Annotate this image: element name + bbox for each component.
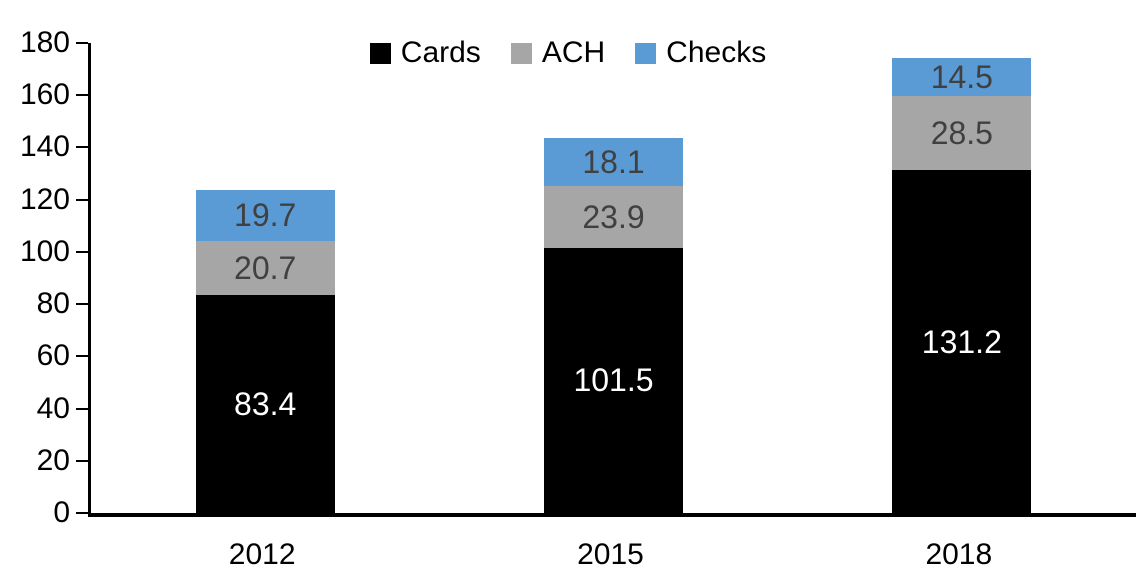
legend-label: Cards [400, 36, 481, 69]
legend-item-cards: Cards [369, 36, 481, 70]
y-axis-tick [76, 250, 88, 253]
bar-segment-cards-2015: 101.5 [544, 247, 683, 513]
bar-segment-checks-2012: 19.7 [195, 189, 335, 242]
y-axis-tick [76, 459, 88, 462]
legend-item-checks: Checks [635, 36, 766, 70]
y-axis-tick [76, 512, 88, 514]
bar-segment-ach-2012: 20.7 [195, 241, 335, 296]
data-label-ach-2018: 28.5 [930, 115, 993, 152]
x-axis-label-2018: 2018 [925, 538, 993, 571]
y-axis-tick [76, 42, 88, 44]
y-axis-tick-label: 160 [19, 78, 70, 112]
legend-label: Checks [666, 36, 767, 69]
y-axis-tick-label: 60 [36, 339, 70, 373]
x-axis-label-2012: 2012 [228, 538, 296, 571]
legend-swatch-icon [635, 42, 657, 64]
legend-swatch-icon [510, 42, 532, 64]
data-label-checks-2018: 14.5 [930, 59, 993, 96]
bar-2018: 131.2 28.5 14.5 [892, 58, 1032, 513]
data-label-checks-2012: 19.7 [234, 197, 297, 234]
y-axis-tick-label: 100 [19, 234, 70, 268]
bar-segment-cards-2012: 83.4 [195, 295, 335, 513]
data-label-cards-2012: 83.4 [234, 386, 297, 423]
x-axis-label-2015: 2015 [577, 538, 644, 571]
data-label-cards-2015: 101.5 [573, 362, 654, 399]
bar-segment-ach-2018: 28.5 [892, 96, 1032, 171]
chart-legend: Cards ACH Checks [0, 36, 1136, 70]
y-axis-tick [76, 407, 88, 410]
y-axis-tick-label: 180 [19, 26, 70, 59]
y-axis-tick [76, 355, 88, 358]
legend-label: ACH [541, 36, 606, 69]
data-label-ach-2012: 20.7 [234, 250, 297, 287]
y-axis-tick [76, 198, 88, 201]
y-axis-tick [76, 146, 88, 149]
bar-2012: 83.4 20.7 19.7 [195, 189, 335, 513]
bar-segment-checks-2015: 18.1 [544, 138, 683, 186]
legend-item-ach: ACH [510, 36, 606, 70]
bar-segment-cards-2018: 131.2 [892, 170, 1032, 513]
bar-2015: 101.5 23.9 18.1 [544, 138, 683, 513]
y-axis-tick-label: 0 [53, 496, 70, 529]
legend-swatch-icon [369, 42, 391, 64]
y-axis-tick-label: 80 [36, 287, 70, 321]
y-axis-tick-label: 40 [36, 391, 70, 425]
data-label-cards-2018: 131.2 [921, 323, 1002, 360]
y-axis-tick [76, 94, 88, 97]
x-axis: 2012 2015 2018 [0, 538, 1136, 578]
y-axis-tick [76, 303, 88, 306]
y-axis-tick-label: 120 [19, 182, 70, 216]
y-axis-tick-label: 140 [19, 130, 70, 164]
data-label-ach-2015: 23.9 [582, 198, 645, 235]
plot-area: 83.4 20.7 19.7 101.5 23.9 18.1 131.2 28.5 14.5 [76, 42, 1136, 517]
bar-segment-checks-2018: 14.5 [892, 58, 1032, 97]
data-label-checks-2015: 18.1 [582, 143, 645, 180]
y-axis-tick-label: 20 [36, 443, 70, 477]
bar-segment-ach-2015: 23.9 [544, 185, 683, 248]
